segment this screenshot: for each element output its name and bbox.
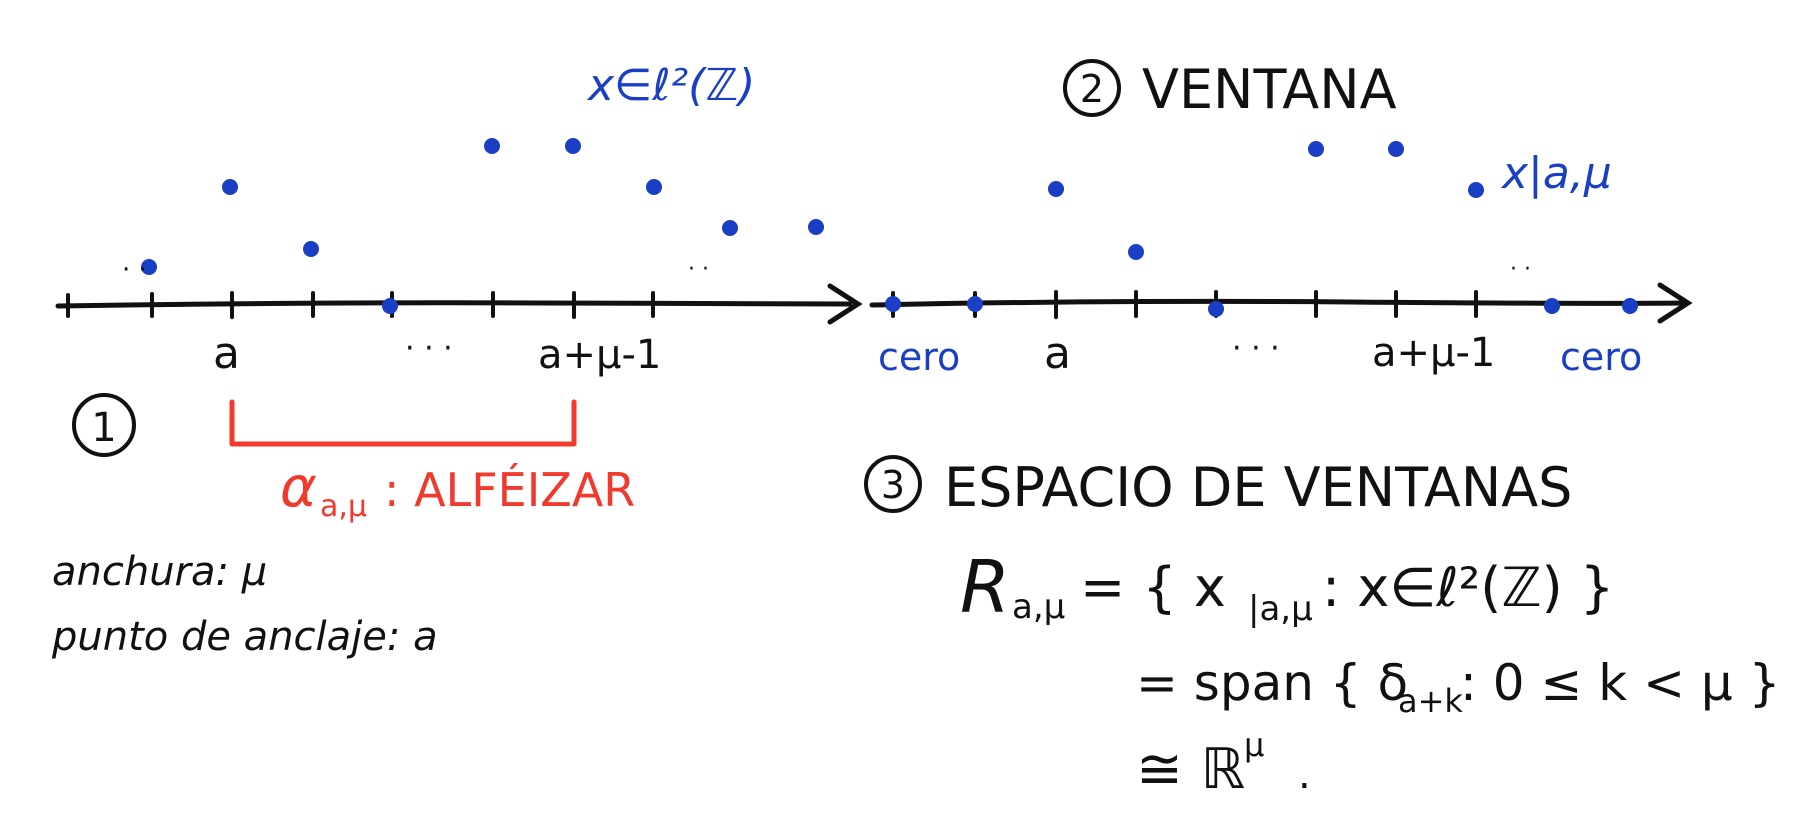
number-circle-3 <box>864 455 922 513</box>
window-space-title: ESPACIO DE VENTANAS <box>944 456 1572 519</box>
sill-bracket <box>229 399 577 447</box>
axis-line-2 <box>869 298 1685 308</box>
axis-arrow-1 <box>827 283 863 325</box>
formula-line2: = span { δ <box>1136 654 1408 712</box>
sequence-point <box>484 138 500 154</box>
formula-line1-tail: : x∈ℓ²(ℤ) } <box>1322 556 1614 619</box>
width-line: anchura: μ <box>52 549 267 595</box>
window-point <box>1048 181 1064 197</box>
sill-alpha: α <box>280 455 317 520</box>
sequence-point <box>141 259 157 275</box>
window-title: VENTANA <box>1142 58 1397 121</box>
formula-line1-rest: = { x <box>1080 556 1226 619</box>
panel-1-points <box>141 138 824 314</box>
window-point-zero <box>1622 298 1638 314</box>
sequence-point <box>382 298 398 314</box>
panel-1-axis <box>55 283 863 325</box>
formula-line2-sub: a+k <box>1398 682 1463 720</box>
number-circle-2 <box>1063 59 1121 117</box>
sequence-point <box>222 179 238 195</box>
window-point <box>1208 301 1224 317</box>
formula-line3: ≅ ℝ <box>1136 737 1245 802</box>
anchor-line: punto de anclaje: a <box>51 614 438 660</box>
sequence-point <box>646 179 662 195</box>
formula-line1-sub2: |a,μ <box>1248 589 1313 629</box>
window-point <box>1388 141 1404 157</box>
window-right-dots: · · <box>1510 257 1531 282</box>
window-point <box>1308 141 1324 157</box>
tick-label-end: a+μ-1 <box>538 332 661 378</box>
tick-label-a: a <box>213 328 240 379</box>
number-2: 2 <box>1080 67 1104 111</box>
sequence-point <box>722 220 738 236</box>
window-tick-a: a <box>1044 328 1071 379</box>
tick-label-dots: · · · <box>405 331 453 366</box>
formula-line3-sup: μ <box>1244 726 1264 764</box>
sill-text: : ALFÉIZAR <box>384 463 635 517</box>
window-label: x|a,μ <box>1500 148 1612 199</box>
formula-line2-tail: : 0 ≤ k < μ } <box>1460 654 1780 712</box>
right-dots: · · <box>688 257 709 282</box>
window-point-zero <box>967 296 983 312</box>
axis-arrow-2 <box>1657 282 1693 324</box>
sequence-point <box>303 241 319 257</box>
window-point <box>1128 244 1144 260</box>
axis-line-1 <box>55 300 853 309</box>
window-point <box>1468 182 1484 198</box>
window-tick-dots: · · · <box>1232 331 1280 366</box>
zero-right: cero <box>1560 335 1642 379</box>
zero-left: cero <box>878 335 960 379</box>
formula-R-sub: a,μ <box>1012 587 1065 627</box>
formula-R: R <box>960 545 1010 629</box>
left-dots: · · <box>122 255 147 285</box>
window-tick-end: a+μ-1 <box>1372 330 1495 376</box>
panel-2-axis <box>869 282 1693 324</box>
sequence-point <box>808 219 824 235</box>
window-point-zero <box>885 296 901 312</box>
number-3: 3 <box>881 463 905 507</box>
formula-line3-tail: . <box>1298 752 1311 798</box>
sequence-label: x∈ℓ²(ℤ) <box>586 60 755 111</box>
panel-2-points <box>885 141 1638 317</box>
number-circle-1 <box>72 393 136 457</box>
number-1: 1 <box>91 405 116 451</box>
sill-sub: a,μ <box>320 489 367 524</box>
window-point-zero <box>1544 298 1560 314</box>
sequence-point <box>565 138 581 154</box>
